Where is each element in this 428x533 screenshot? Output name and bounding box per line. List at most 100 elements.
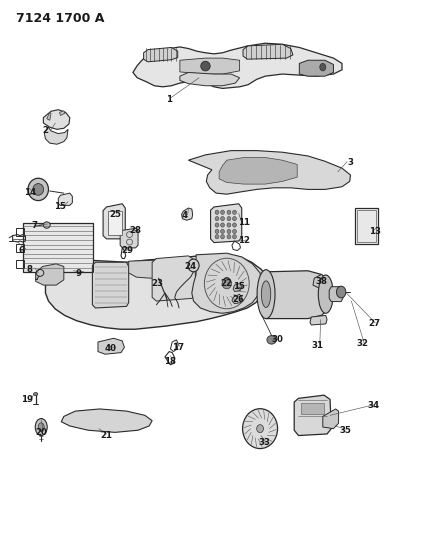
Ellipse shape <box>232 229 236 233</box>
Ellipse shape <box>201 61 210 71</box>
Ellipse shape <box>28 178 48 200</box>
Bar <box>357 210 376 242</box>
Text: 17: 17 <box>172 343 184 352</box>
Text: 7124 1700 A: 7124 1700 A <box>16 12 104 26</box>
Text: 26: 26 <box>233 295 245 304</box>
Ellipse shape <box>215 210 219 214</box>
Ellipse shape <box>320 63 326 71</box>
Text: 22: 22 <box>220 279 232 288</box>
Ellipse shape <box>33 183 44 195</box>
Text: 19: 19 <box>21 395 33 404</box>
Bar <box>108 211 122 235</box>
Polygon shape <box>188 151 351 194</box>
Text: 14: 14 <box>24 188 36 197</box>
Text: 7: 7 <box>31 221 37 230</box>
Ellipse shape <box>232 235 236 239</box>
Polygon shape <box>36 255 268 329</box>
Ellipse shape <box>35 418 47 435</box>
Ellipse shape <box>232 210 236 214</box>
Text: 11: 11 <box>238 219 250 228</box>
Ellipse shape <box>215 216 219 221</box>
Polygon shape <box>129 260 166 278</box>
Text: 2: 2 <box>42 126 48 135</box>
Polygon shape <box>58 193 72 205</box>
Polygon shape <box>92 262 129 308</box>
Polygon shape <box>103 204 125 239</box>
Ellipse shape <box>227 223 231 227</box>
Text: 15: 15 <box>233 282 245 291</box>
Polygon shape <box>211 204 242 243</box>
Polygon shape <box>181 208 193 220</box>
Text: 15: 15 <box>54 203 65 212</box>
Polygon shape <box>180 72 240 86</box>
Polygon shape <box>310 316 327 325</box>
Text: 35: 35 <box>339 426 351 435</box>
Text: 9: 9 <box>75 269 81 278</box>
Bar <box>16 228 24 236</box>
Text: 28: 28 <box>129 226 141 235</box>
Text: 21: 21 <box>101 431 113 440</box>
Ellipse shape <box>215 235 219 239</box>
Text: 33: 33 <box>259 439 270 448</box>
Text: 30: 30 <box>271 335 283 344</box>
Text: 38: 38 <box>315 277 327 286</box>
Text: 8: 8 <box>27 265 33 273</box>
Ellipse shape <box>222 278 232 289</box>
Ellipse shape <box>227 229 231 233</box>
Ellipse shape <box>227 210 231 214</box>
Text: 13: 13 <box>369 228 381 237</box>
Polygon shape <box>299 60 333 76</box>
Text: 20: 20 <box>35 428 47 437</box>
Polygon shape <box>243 44 293 59</box>
Polygon shape <box>323 409 339 429</box>
Bar <box>16 244 24 252</box>
Polygon shape <box>120 228 138 248</box>
Ellipse shape <box>220 223 224 227</box>
Polygon shape <box>47 112 51 120</box>
Ellipse shape <box>188 259 199 272</box>
Ellipse shape <box>267 336 276 344</box>
Ellipse shape <box>257 270 275 319</box>
Ellipse shape <box>232 216 236 221</box>
Ellipse shape <box>220 210 224 214</box>
Ellipse shape <box>227 235 231 239</box>
Ellipse shape <box>336 286 346 298</box>
Text: 24: 24 <box>184 262 196 271</box>
Polygon shape <box>180 58 240 74</box>
Text: 31: 31 <box>311 341 323 350</box>
Text: 32: 32 <box>357 339 369 348</box>
Polygon shape <box>329 287 343 302</box>
Polygon shape <box>144 47 178 62</box>
Ellipse shape <box>33 392 38 395</box>
Text: 18: 18 <box>164 357 176 366</box>
Polygon shape <box>294 395 331 435</box>
Polygon shape <box>59 111 65 116</box>
Text: 12: 12 <box>238 237 250 246</box>
Polygon shape <box>133 43 342 88</box>
Ellipse shape <box>257 425 264 433</box>
Ellipse shape <box>215 223 219 227</box>
Text: 6: 6 <box>18 246 24 255</box>
Bar <box>355 208 378 244</box>
Polygon shape <box>98 338 125 354</box>
Ellipse shape <box>243 409 278 449</box>
Text: 34: 34 <box>368 401 380 410</box>
Ellipse shape <box>223 278 231 287</box>
Polygon shape <box>266 271 327 319</box>
Text: 27: 27 <box>368 319 380 328</box>
Ellipse shape <box>220 235 224 239</box>
Ellipse shape <box>38 423 44 431</box>
Polygon shape <box>36 264 64 285</box>
Polygon shape <box>61 409 152 432</box>
Polygon shape <box>192 253 262 313</box>
Polygon shape <box>44 127 68 144</box>
Polygon shape <box>43 110 70 130</box>
Bar <box>16 260 24 268</box>
Text: 40: 40 <box>105 344 117 353</box>
Ellipse shape <box>232 223 236 227</box>
Ellipse shape <box>220 229 224 233</box>
Ellipse shape <box>227 216 231 221</box>
Polygon shape <box>233 284 242 292</box>
Text: 23: 23 <box>152 279 163 288</box>
Ellipse shape <box>215 229 219 233</box>
